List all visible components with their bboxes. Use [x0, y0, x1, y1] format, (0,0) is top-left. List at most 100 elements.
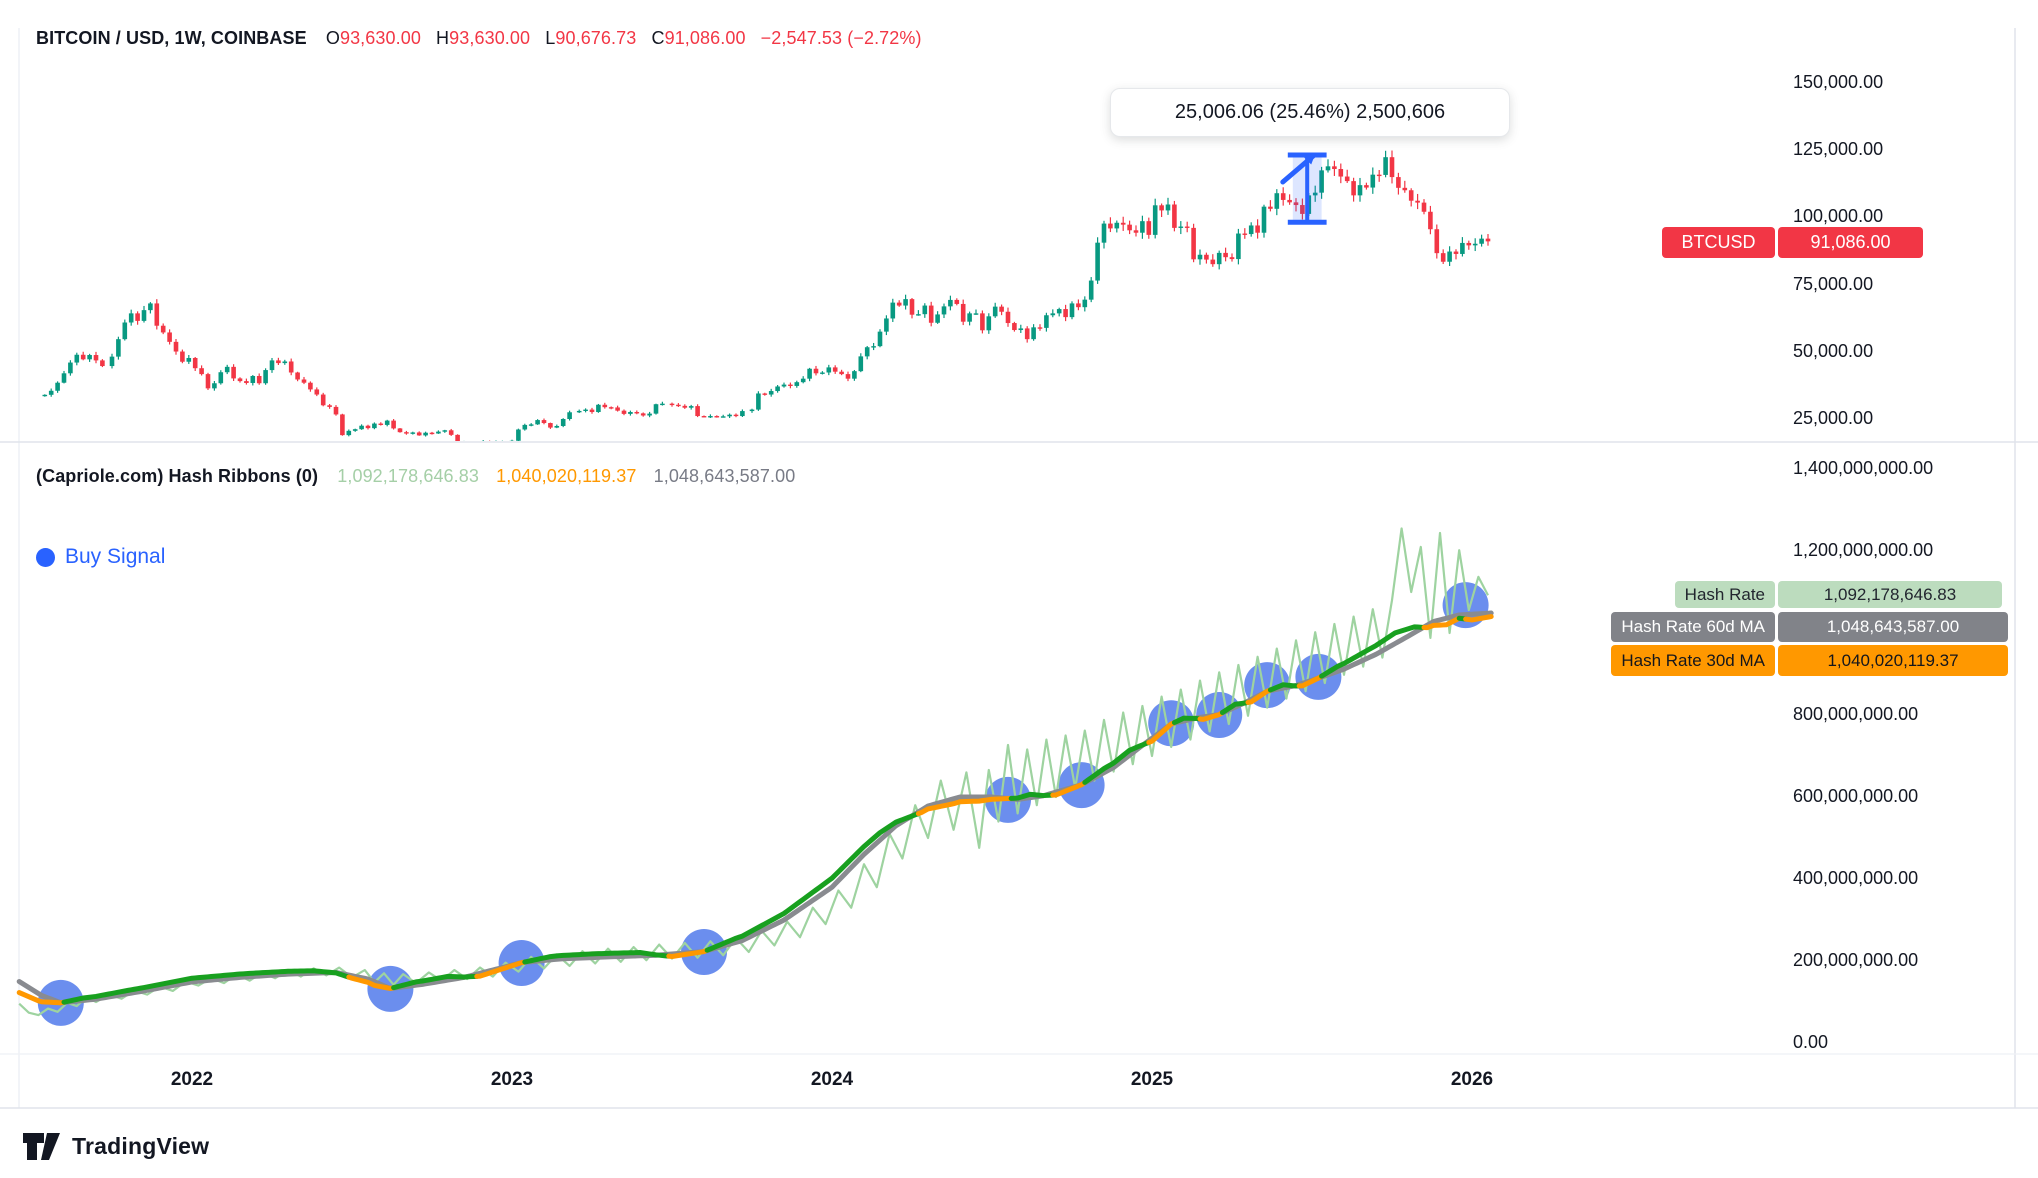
price-panel[interactable] — [42, 150, 1491, 443]
candle — [154, 303, 160, 326]
candle — [1466, 242, 1472, 246]
symbol-header[interactable]: BITCOIN / USD, 1W, COINBASE O93,630.00 H… — [36, 28, 922, 49]
symbol-title[interactable]: BITCOIN / USD, 1W, COINBASE — [36, 28, 307, 48]
candle — [640, 413, 646, 416]
indicator-value-hash-rate: 1,092,178,646.83 — [337, 466, 479, 486]
candle — [1133, 230, 1139, 233]
candle — [884, 318, 889, 332]
candle — [410, 432, 416, 434]
candle — [788, 384, 793, 386]
tradingview-logo[interactable]: TradingView — [22, 1130, 209, 1163]
candle — [708, 416, 713, 418]
candle — [448, 430, 454, 435]
candle — [768, 391, 774, 395]
candle — [1293, 202, 1299, 206]
hash-rate-30d-line-green — [1082, 739, 1152, 785]
hash-rate-badge: Hash Rate 1,092,178,646.83 — [1674, 581, 2002, 608]
candle — [269, 360, 275, 371]
candle — [877, 331, 883, 347]
candle — [647, 413, 652, 416]
price-axis-label: 150,000.00 — [1793, 72, 1884, 92]
candle — [1274, 193, 1280, 209]
hash-rate-30d-line-green — [391, 973, 480, 991]
hash-ribbons-panel[interactable] — [16, 527, 1494, 1026]
hash-rate-30d-line-orange — [16, 990, 67, 1006]
candle — [548, 423, 553, 428]
candle — [1178, 226, 1184, 228]
indicator-header[interactable]: (Capriole.com) Hash Ribbons (0) 1,092,17… — [36, 466, 807, 487]
candle — [61, 373, 67, 383]
ohlc-high: H93,630.00 — [436, 28, 531, 48]
candle — [1012, 323, 1017, 331]
candle — [173, 341, 179, 352]
candle — [1044, 315, 1049, 328]
candle — [980, 313, 985, 331]
buy-signal-label: Buy Signal — [65, 545, 166, 568]
candle — [660, 403, 665, 406]
candle — [404, 432, 409, 434]
candle — [1031, 327, 1036, 340]
candle — [1216, 252, 1222, 265]
candle — [74, 354, 80, 363]
candle — [1479, 238, 1484, 244]
candle — [1146, 221, 1152, 235]
candle — [1223, 252, 1228, 258]
candle — [135, 313, 140, 321]
candle — [516, 429, 521, 441]
candle — [1280, 193, 1286, 200]
price-axis-label: 25,000.00 — [1793, 408, 1874, 428]
candle — [116, 339, 121, 357]
candle — [916, 314, 921, 316]
candle — [999, 306, 1004, 312]
candle — [960, 303, 966, 322]
candle — [1357, 185, 1363, 196]
hash-rate-badge-label: Hash Rate — [1674, 581, 1775, 608]
candle — [807, 368, 812, 379]
hash-axis-label: 400,000,000.00 — [1793, 868, 1919, 888]
candle — [522, 424, 528, 430]
indicator-value-ma60: 1,048,643,587.00 — [653, 466, 796, 486]
candle — [237, 378, 243, 382]
candle — [973, 313, 979, 315]
candle — [391, 420, 396, 429]
candle — [1325, 166, 1331, 171]
candle — [1300, 205, 1305, 214]
candle — [954, 299, 960, 304]
indicator-title[interactable]: (Capriole.com) Hash Ribbons (0) — [36, 466, 319, 486]
measure-tooltip: 25,006.06 (25.46%) 2,500,606 — [1110, 88, 1510, 137]
candle — [1165, 204, 1171, 211]
candle — [733, 414, 739, 417]
candle — [589, 409, 595, 413]
hash-rate-30d-line-green — [1267, 682, 1302, 693]
hash-rate-30d-line-green — [1008, 791, 1056, 801]
candle — [864, 347, 870, 357]
candle — [1396, 177, 1401, 188]
candle — [1351, 181, 1356, 196]
candle — [1370, 174, 1376, 188]
candle — [1050, 313, 1056, 316]
candle — [288, 361, 294, 373]
candle — [109, 356, 115, 367]
hash-rate-30d-line-orange — [1146, 720, 1177, 745]
hash-axis-label: 1,200,000,000.00 — [1793, 540, 1934, 560]
hash-rate-30d-line-green — [1219, 699, 1251, 716]
candle — [1159, 205, 1164, 211]
candle — [1447, 251, 1452, 262]
candle — [1088, 280, 1094, 300]
candle — [903, 299, 908, 306]
hash-rate-30d-line-orange — [1296, 673, 1325, 689]
candle — [282, 361, 288, 364]
candle — [308, 382, 313, 390]
candle — [87, 355, 92, 360]
candle — [948, 299, 953, 307]
candle — [320, 394, 326, 406]
last-price-badge: BTCUSD 91,086.00 — [1662, 227, 1923, 258]
candle — [314, 389, 320, 395]
hash-axis-label: 1,400,000,000.00 — [1793, 458, 1934, 478]
candle — [1191, 227, 1196, 260]
chart-frame — [0, 28, 2038, 1109]
time-axis-label: 2022 — [170, 1069, 214, 1090]
candle — [352, 429, 358, 431]
measure-tool[interactable] — [1280, 152, 1327, 225]
